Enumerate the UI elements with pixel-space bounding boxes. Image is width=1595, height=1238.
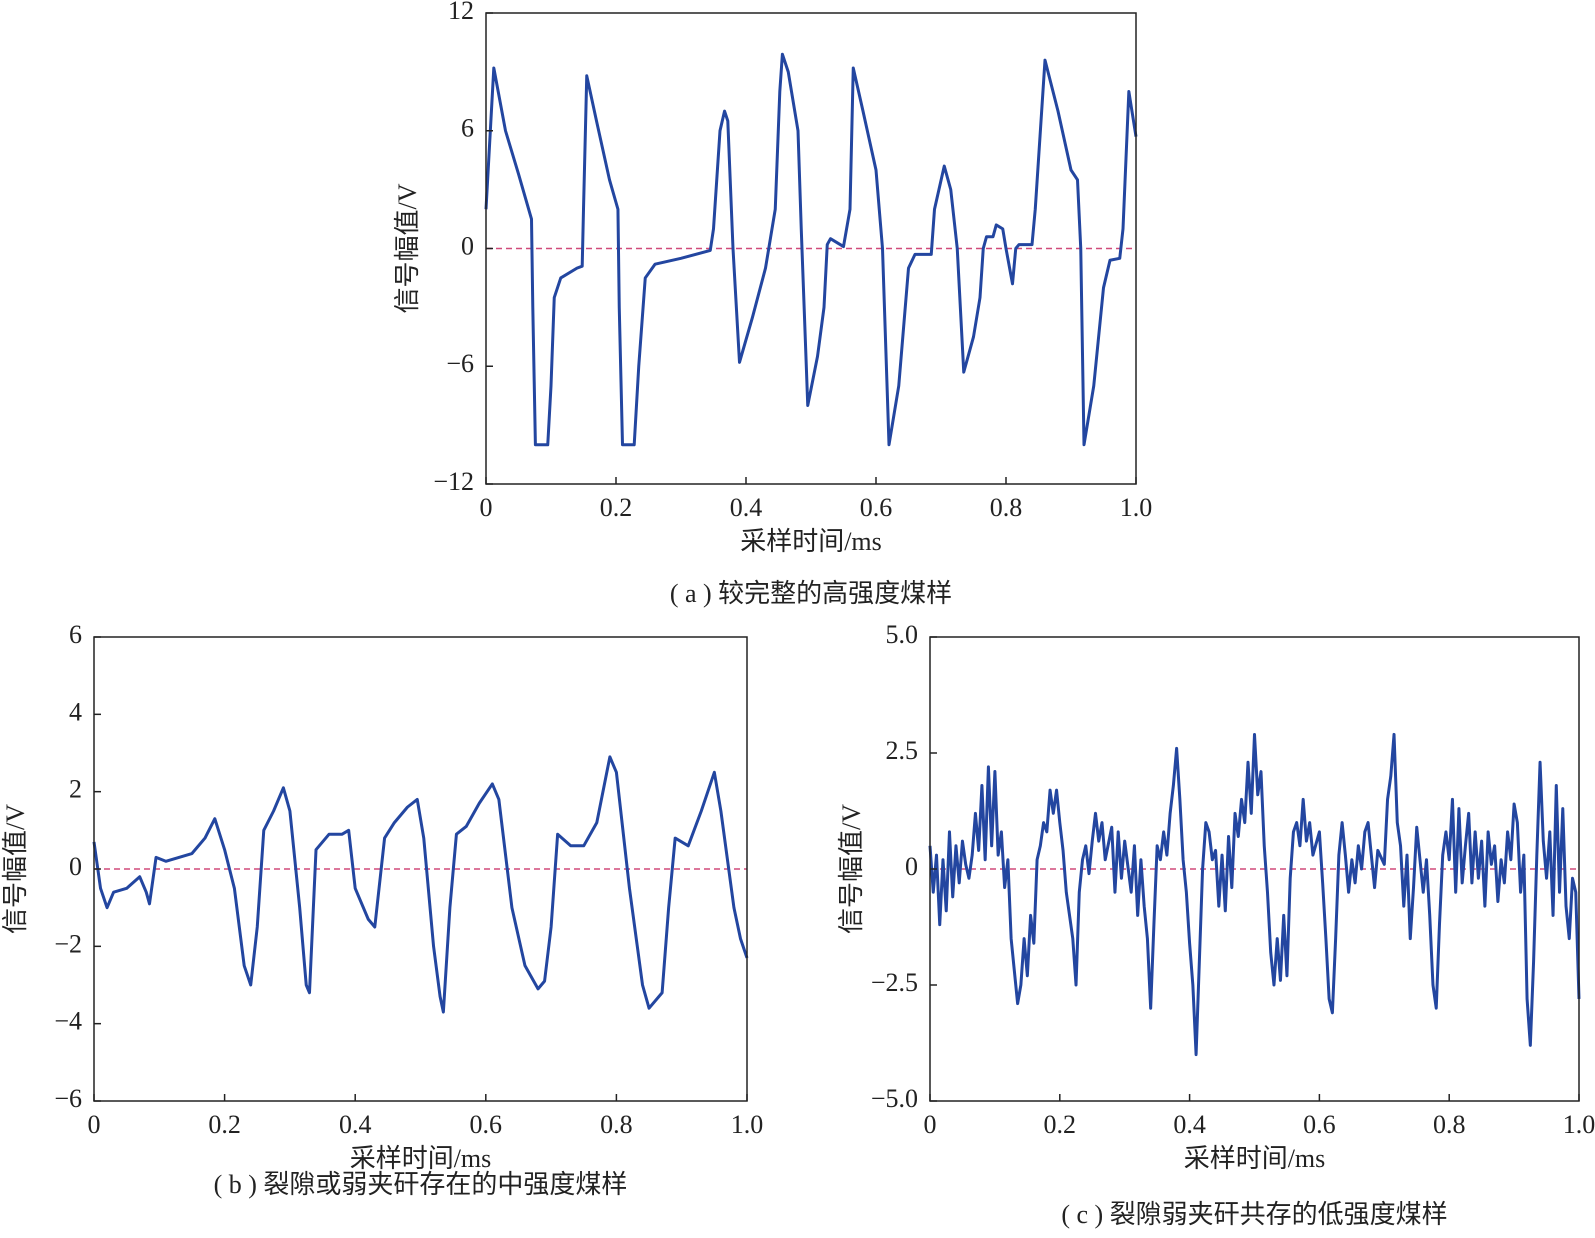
x-axis-title: 采样时间/ms <box>740 527 882 556</box>
y-tick-label: 0 <box>905 852 918 881</box>
y-tick-label: 2.5 <box>886 736 919 765</box>
signal-line <box>928 732 1581 1057</box>
x-tick-label: 1.0 <box>731 1110 764 1139</box>
x-tick-label: 0.2 <box>208 1110 241 1139</box>
y-tick-label: −4 <box>54 1007 82 1036</box>
y-tick-label: −2 <box>54 929 82 958</box>
y-tick-label: 6 <box>69 620 82 649</box>
y-tick-label: 5.0 <box>886 620 919 649</box>
x-tick-label: 0 <box>924 1110 937 1139</box>
x-tick-label: 0.4 <box>730 493 763 522</box>
y-tick-label: 6 <box>461 114 474 143</box>
x-tick-label: 0.8 <box>600 1110 633 1139</box>
y-tick-label: −5.0 <box>871 1084 918 1113</box>
y-tick-label: −6 <box>54 1084 82 1113</box>
y-axis-title: 信号幅值/V <box>1 804 30 934</box>
x-tick-label: 0.2 <box>600 493 633 522</box>
x-tick-label: 0.6 <box>470 1110 503 1139</box>
x-tick-label: 0.6 <box>860 493 893 522</box>
y-tick-label: −6 <box>446 349 474 378</box>
y-tick-label: 4 <box>69 697 82 726</box>
caption: ( b ) 裂隙或弱夹矸存在的中强度煤样 <box>214 1170 628 1199</box>
caption: ( a ) 较完整的高强度煤样 <box>670 579 952 608</box>
x-tick-label: 1.0 <box>1563 1110 1595 1139</box>
y-tick-label: 0 <box>69 852 82 881</box>
caption: ( c ) 裂隙弱夹矸共存的低强度煤样 <box>1061 1200 1447 1229</box>
x-tick-label: 0.2 <box>1044 1110 1077 1139</box>
x-axis-title: 采样时间/ms <box>1184 1144 1326 1173</box>
x-tick-label: 0.8 <box>1433 1110 1466 1139</box>
y-tick-label: −2.5 <box>871 968 918 997</box>
x-tick-label: 1.0 <box>1120 493 1153 522</box>
x-axis-title: 采样时间/ms <box>350 1144 492 1173</box>
x-tick-label: 0.4 <box>1173 1110 1206 1139</box>
y-axis-title: 信号幅值/V <box>837 804 866 934</box>
x-tick-label: 0 <box>88 1110 101 1139</box>
signal-line <box>92 755 749 1014</box>
y-tick-label: 0 <box>461 231 474 260</box>
x-tick-label: 0.4 <box>339 1110 372 1139</box>
y-axis-title: 信号幅值/V <box>393 183 422 313</box>
y-tick-label: −12 <box>433 467 474 496</box>
signal-line <box>484 52 1138 447</box>
y-tick-label: 2 <box>69 775 82 804</box>
x-tick-label: 0.6 <box>1303 1110 1336 1139</box>
y-tick-label: 12 <box>448 0 474 25</box>
x-tick-label: 0 <box>480 493 493 522</box>
x-tick-label: 0.8 <box>990 493 1023 522</box>
